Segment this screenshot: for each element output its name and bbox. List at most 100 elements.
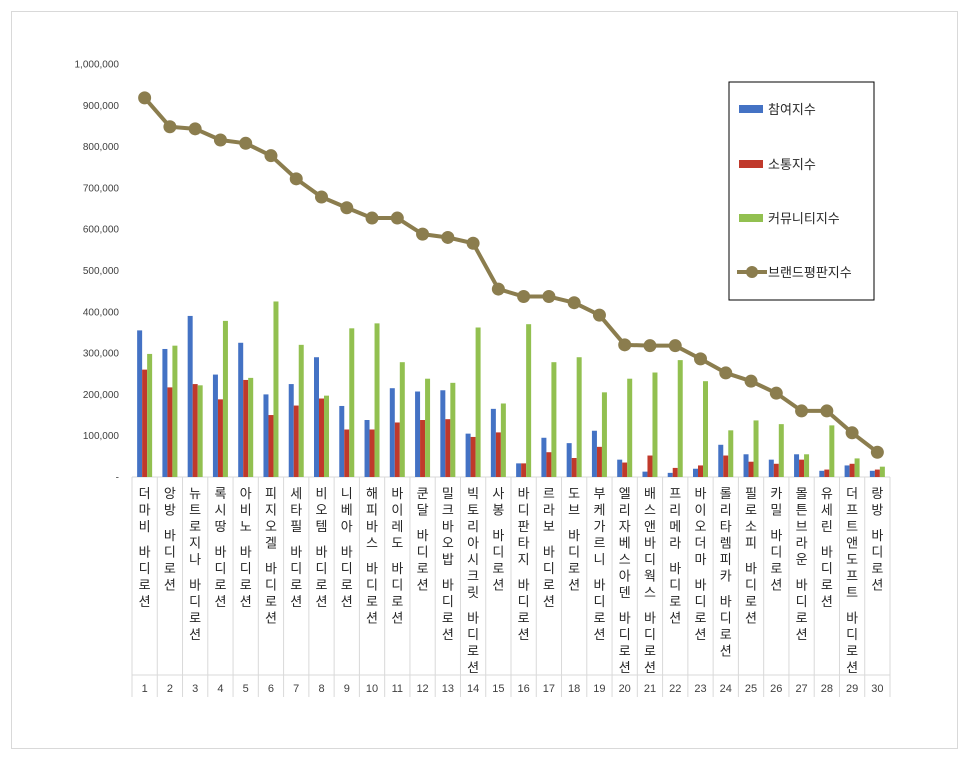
- bar-소통지수: [748, 461, 754, 477]
- y-tick-label: 800,000: [83, 142, 120, 153]
- y-tick-label: 100,000: [83, 431, 120, 442]
- bar-소통지수: [698, 465, 703, 477]
- rank-label: 6: [268, 683, 274, 695]
- bar-소통지수: [369, 429, 375, 477]
- bar-참여지수: [591, 430, 597, 477]
- bar-참여지수: [768, 459, 774, 477]
- bar-커뮤니티지수: [576, 357, 582, 477]
- rank-label: 4: [217, 683, 223, 695]
- rank-label: 25: [745, 683, 757, 695]
- bar-참여지수: [263, 394, 269, 477]
- rank-label: 19: [593, 683, 605, 695]
- bar-소통지수: [319, 398, 324, 477]
- legend-label: 브랜드평판지수: [768, 266, 852, 281]
- bar-커뮤니티지수: [248, 377, 254, 477]
- point-브랜드평판지수: [264, 149, 278, 163]
- rank-label: 8: [318, 683, 324, 695]
- bar-소통지수: [445, 419, 451, 477]
- rank-label: 2: [167, 683, 173, 695]
- legend-box: [728, 81, 875, 301]
- bar-소통지수: [293, 405, 299, 477]
- point-브랜드평판지수: [618, 338, 632, 352]
- bar-참여지수: [667, 472, 673, 477]
- point-브랜드평판지수: [315, 190, 328, 204]
- point-브랜드평판지수: [820, 404, 834, 418]
- bar-소통지수: [217, 399, 223, 477]
- rank-label: 30: [871, 683, 883, 695]
- bar-참여지수: [465, 433, 471, 477]
- bar-참여지수: [869, 470, 875, 477]
- bar-커뮤니티지수: [172, 345, 178, 477]
- rank-label: 22: [669, 683, 681, 695]
- bar-소통지수: [571, 458, 577, 477]
- bar-소통지수: [344, 429, 350, 477]
- bar-참여지수: [642, 471, 648, 477]
- bar-커뮤니티지수: [197, 385, 203, 477]
- point-브랜드평판지수: [239, 136, 253, 150]
- point-브랜드평판지수: [163, 120, 177, 134]
- y-tick-label: 500,000: [83, 266, 120, 277]
- rank-label: 27: [795, 683, 807, 695]
- bar-참여지수: [415, 391, 421, 477]
- bar-커뮤니티지수: [222, 320, 228, 477]
- point-브랜드평판지수: [491, 282, 505, 296]
- point-브랜드평판지수: [795, 404, 809, 418]
- bar-커뮤니티지수: [475, 327, 481, 477]
- bar-참여지수: [187, 315, 193, 477]
- rank-label: 7: [293, 683, 299, 695]
- bar-소통지수: [192, 384, 198, 477]
- bar-커뮤니티지수: [500, 403, 506, 477]
- bar-소통지수: [521, 463, 527, 477]
- legend-label: 참여지수: [768, 103, 816, 118]
- bar-소통지수: [495, 432, 501, 477]
- bar-소통지수: [420, 420, 426, 477]
- bar-소통지수: [672, 467, 678, 477]
- bar-커뮤니티지수: [804, 454, 810, 477]
- bar-소통지수: [167, 387, 173, 477]
- y-tick-label: 900,000: [83, 101, 120, 112]
- point-브랜드평판지수: [441, 230, 455, 244]
- bar-참여지수: [566, 443, 572, 477]
- rank-label: 17: [543, 683, 555, 695]
- legend-swatch-marker: [746, 266, 758, 278]
- bar-커뮤니티지수: [526, 324, 532, 477]
- bar-커뮤니티지수: [753, 420, 759, 477]
- point-브랜드평판지수: [466, 236, 480, 250]
- y-tick-label: 200,000: [83, 390, 120, 401]
- bar-참여지수: [440, 390, 446, 477]
- bar-커뮤니티지수: [728, 430, 734, 477]
- bar-참여지수: [364, 420, 370, 477]
- bar-참여지수: [288, 384, 294, 477]
- point-브랜드평판지수: [744, 374, 758, 388]
- bar-참여지수: [238, 342, 244, 477]
- bar-참여지수: [389, 388, 395, 477]
- bar-참여지수: [541, 437, 547, 477]
- bar-참여지수: [819, 470, 825, 477]
- bar-커뮤니티지수: [551, 362, 557, 477]
- bar-커뮤니티지수: [324, 395, 329, 477]
- bar-참여지수: [718, 444, 724, 477]
- bar-커뮤니티지수: [778, 424, 784, 477]
- bar-커뮤니티지수: [425, 378, 431, 477]
- bar-참여지수: [844, 465, 850, 477]
- bar-참여지수: [794, 454, 800, 477]
- bar-소통지수: [874, 469, 880, 477]
- point-브랜드평판지수: [390, 211, 404, 225]
- legend-swatch: [739, 160, 763, 168]
- point-브랜드평판지수: [845, 426, 859, 440]
